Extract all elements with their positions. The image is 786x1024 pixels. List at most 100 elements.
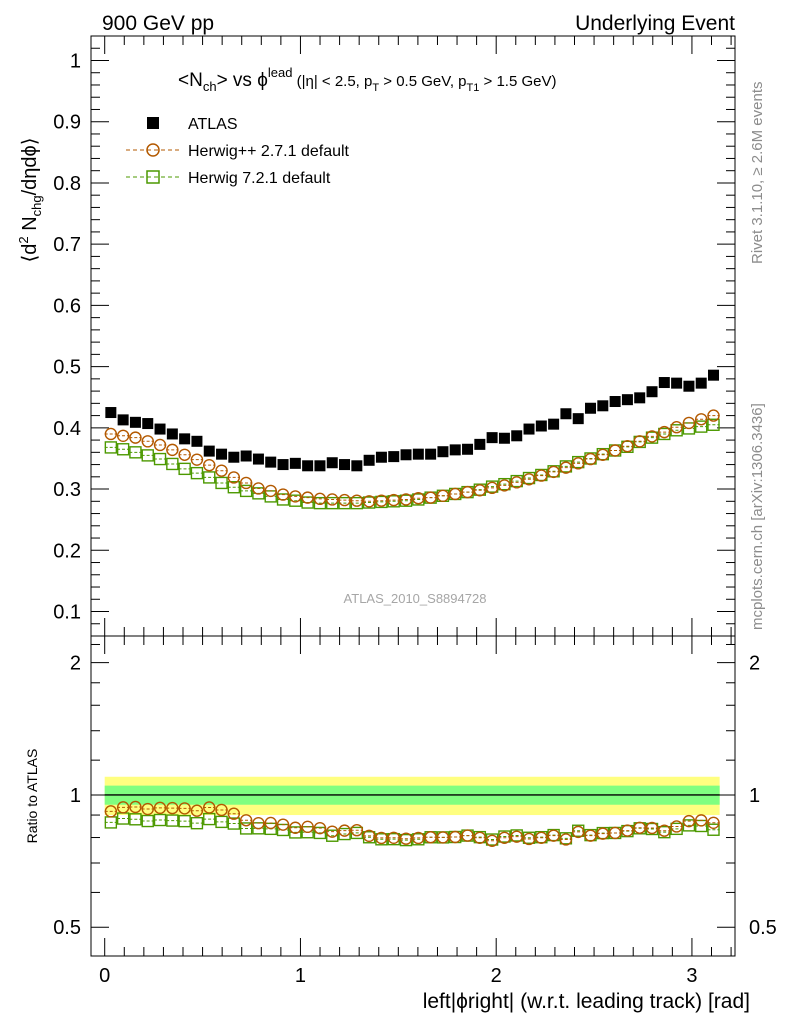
herwigpp-point (485, 481, 499, 495)
herwigpp-point (498, 479, 511, 492)
herwigpp-point (289, 490, 302, 503)
herwigpp-ratio-point (399, 832, 413, 845)
herwigpp-point (104, 427, 118, 441)
herwigpp-point (682, 416, 696, 430)
herwigpp-ratio-point (153, 801, 167, 815)
main-y-tick-label: 0.2 (53, 540, 81, 562)
herwigpp-ratio-point (682, 814, 696, 828)
herwig7-ratio-point (190, 816, 204, 830)
herwigpp-ratio-point (658, 824, 671, 837)
herwig7-point (104, 441, 118, 454)
ratio-y-tick-label: 2 (70, 653, 81, 675)
herwig7-ratio-point (313, 826, 327, 840)
herwig7-point (190, 466, 204, 480)
herwigpp-ratio-point (485, 834, 499, 847)
x-tick-label: 1 (295, 965, 306, 987)
atlas-data-point (351, 460, 363, 472)
herwigpp-ratio-point (559, 833, 573, 846)
atlas-data-point (560, 408, 572, 420)
atlas-data-point (142, 418, 154, 430)
ratio-y-tick-label-right: 0.5 (749, 917, 777, 939)
atlas-data-point (117, 414, 129, 426)
herwigpp-point (239, 476, 253, 490)
plot-title: <Nch> vs ϕlead (|η| < 2.5, pT > 0.5 GeV,… (178, 65, 557, 94)
herwigpp-ratio-point (670, 820, 683, 833)
herwigpp-ratio-point (264, 816, 277, 830)
atlas-data-point (425, 448, 437, 460)
herwig7-point (129, 446, 142, 459)
atlas-data-point (609, 396, 621, 408)
herwigpp-point (596, 448, 610, 461)
herwigpp-ratio-point (572, 825, 585, 839)
herwig7-point (153, 452, 167, 466)
herwigpp-ratio-point (326, 825, 339, 838)
herwigpp-ratio-point (338, 824, 351, 837)
herwigpp-ratio-point (129, 800, 142, 814)
herwigpp-ratio-point (178, 802, 191, 815)
x-tick-label: 2 (491, 965, 502, 987)
x-tick-labels: 0 1 2 3 (99, 965, 697, 987)
herwigpp-ratio-point (461, 829, 474, 842)
atlas-data-point (228, 451, 240, 463)
herwig7-point (252, 487, 265, 500)
herwig7-point (326, 496, 339, 510)
ratio-y-axis: 0.5 0.5 1 1 2 2 (53, 643, 777, 939)
herwigpp-point (141, 435, 154, 448)
herwigpp-ratio-point (535, 831, 548, 844)
herwigpp-point (473, 484, 487, 497)
legend-marker-herwig7 (146, 170, 160, 184)
herwig7-ratio-point (326, 829, 339, 842)
atlas-data-point (363, 454, 375, 466)
herwigpp-point (215, 464, 228, 477)
herwigpp-ratio-point (276, 818, 290, 831)
ratio-y-tick-label: 0.5 (53, 917, 81, 939)
herwig7-point (141, 449, 154, 462)
main-y-tick-label: 0.6 (53, 295, 81, 317)
herwig7-ratio-point (215, 815, 228, 829)
atlas-data-point (523, 423, 535, 435)
herwig7-point (239, 484, 253, 498)
herwigpp-point (264, 484, 277, 498)
herwigpp-ratio-point (203, 801, 216, 814)
herwigpp-point (449, 487, 462, 501)
legend-label-herwig7: Herwig 7.2.1 default (188, 170, 331, 187)
herwigpp-point (436, 489, 450, 502)
atlas-data-point (302, 460, 314, 472)
main-y-tick-label: 0.3 (53, 479, 81, 501)
atlas-data-point (449, 444, 461, 456)
atlas-data-point (265, 456, 277, 468)
main-y-tick-label: 0.8 (53, 173, 81, 195)
ratio-y-tick-label-right: 2 (749, 653, 760, 675)
herwig7-ratio-point (153, 813, 167, 827)
herwigpp-point (559, 461, 573, 474)
herwig7-ratio-point (682, 819, 696, 832)
herwig7-ratio-point (141, 814, 154, 828)
herwigpp-ratio-point (695, 814, 708, 827)
header-left-label: 900 GeV pp (102, 12, 214, 35)
herwigpp-point (153, 438, 167, 452)
herwig7-point (338, 496, 351, 510)
herwigpp-ratio-point (190, 804, 204, 817)
herwigpp-point (399, 493, 413, 506)
atlas-data-point (658, 377, 670, 389)
herwig7-point (276, 493, 290, 506)
herwigpp-point (338, 493, 351, 507)
atlas-data-point (437, 446, 449, 458)
herwigpp-ratio-point (239, 814, 253, 827)
herwigpp-ratio-point (547, 829, 560, 842)
herwigpp-point (190, 453, 204, 466)
atlas-data-point (191, 435, 203, 447)
herwigpp-ratio-point (621, 824, 634, 837)
herwigpp-ratio-point (252, 816, 265, 830)
herwigpp-ratio-point (387, 831, 400, 844)
main-y-tick-label: 0.9 (53, 112, 81, 134)
herwigpp-ratio-point (362, 829, 376, 843)
herwigpp-point (252, 482, 265, 495)
atlas-data-point (166, 428, 178, 440)
legend-marker-herwigpp (146, 143, 160, 157)
herwig7-point (203, 471, 216, 484)
herwig7-ratio-point (707, 823, 720, 836)
atlas-data-point (621, 394, 633, 406)
herwigpp-ratio-point (510, 830, 523, 843)
